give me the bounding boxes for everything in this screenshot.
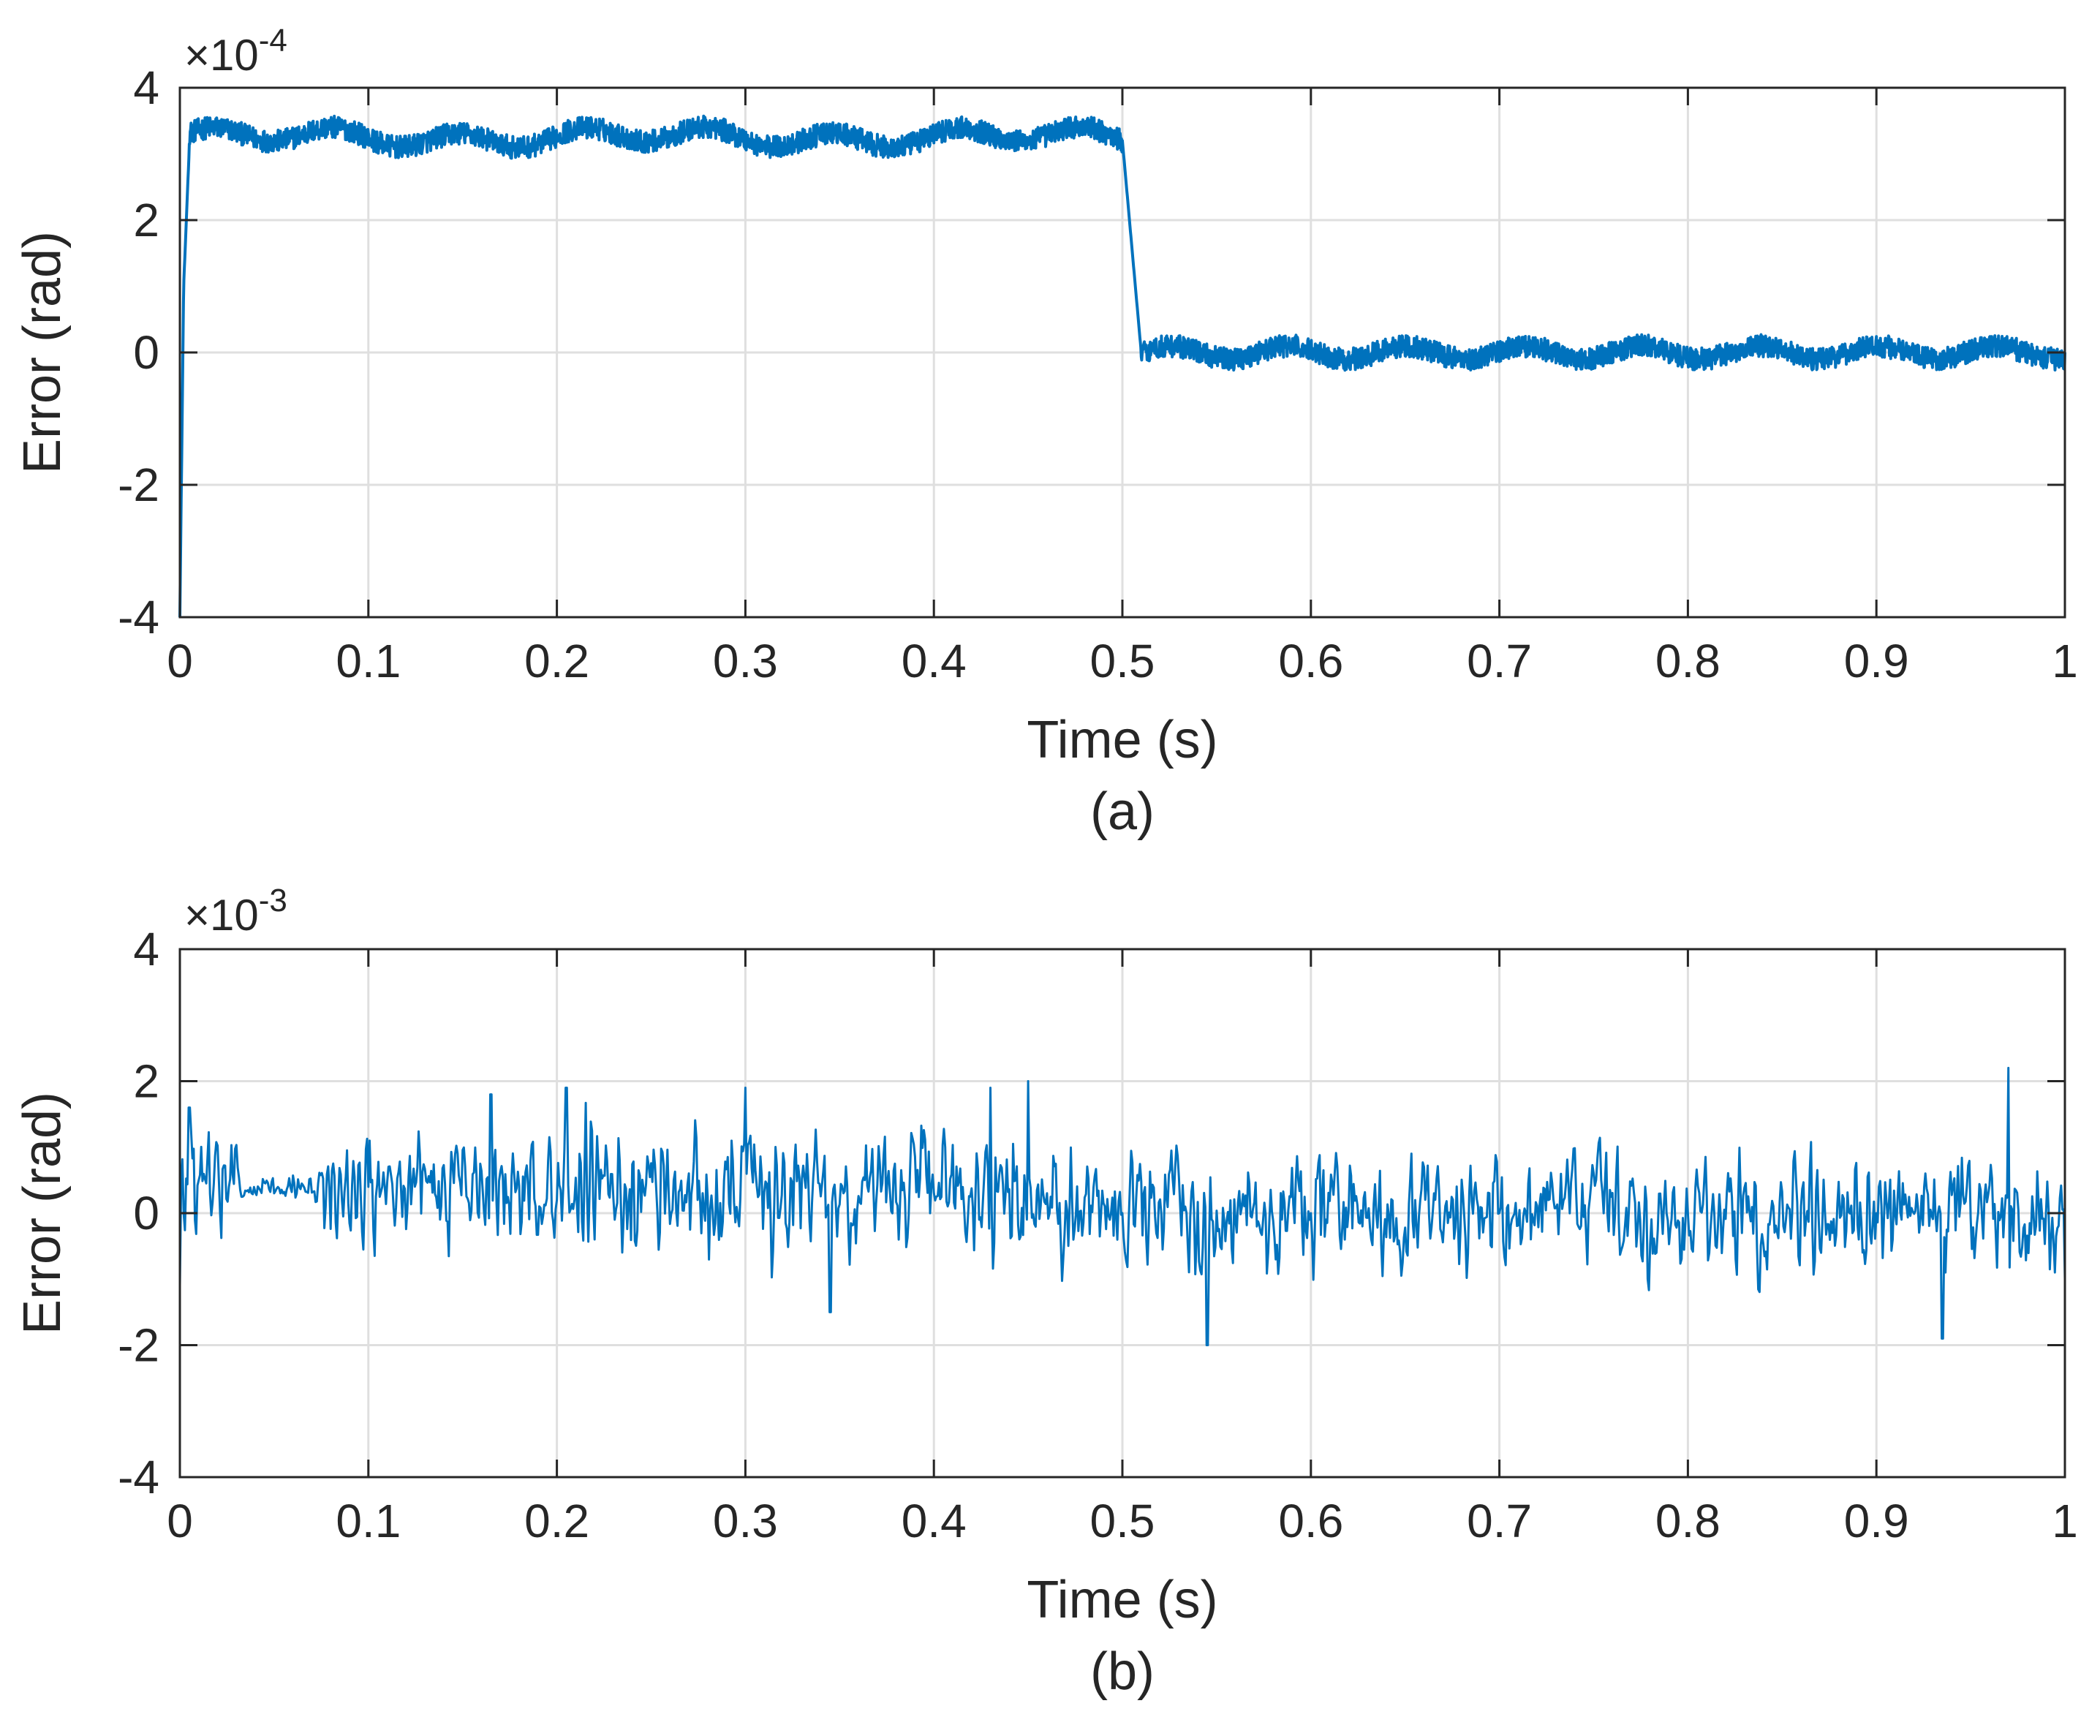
x-tick-label: 0 (167, 1495, 193, 1547)
y-exponent-label: ×10-4 (184, 23, 287, 80)
y-tick-label: 2 (133, 194, 159, 246)
x-tick-label: 0.4 (902, 1495, 967, 1547)
y-tick-label: -2 (118, 458, 159, 511)
panel-caption: (a) (1090, 782, 1155, 841)
y-exponent-label: ×10-3 (184, 883, 287, 940)
panel-caption: (b) (1090, 1642, 1155, 1701)
y-exponent-base: ×10 (184, 31, 259, 80)
x-tick-label: 1 (2052, 1495, 2078, 1547)
x-tick-label: 0.2 (524, 635, 589, 687)
x-tick-label: 0.4 (902, 635, 967, 687)
y-axis-title: Error (rad) (13, 1092, 72, 1335)
x-tick-label: 0.2 (524, 1495, 589, 1547)
x-tick-label: 0.8 (1655, 635, 1721, 687)
y-exponent-power: -3 (259, 883, 287, 918)
x-tick-label: 0.1 (336, 635, 401, 687)
x-tick-label: 0.3 (713, 1495, 778, 1547)
y-axis-title: Error (rad) (13, 231, 72, 474)
x-tick-label: 0.8 (1655, 1495, 1721, 1547)
x-tick-label: 0.9 (1844, 1495, 1909, 1547)
y-tick-label: -4 (118, 1451, 159, 1503)
series-line-error (178, 114, 2066, 618)
x-tick-label: 0.1 (336, 1495, 401, 1547)
x-tick-label: 0 (167, 635, 193, 687)
y-tick-label: -2 (118, 1319, 159, 1372)
x-tick-label: 0.6 (1278, 635, 1343, 687)
x-tick-label: 0.5 (1090, 1495, 1155, 1547)
y-tick-label: -4 (118, 591, 159, 644)
x-tick-label: 1 (2052, 635, 2078, 687)
y-tick-label: 0 (133, 1187, 159, 1239)
x-tick-label: 0.9 (1844, 635, 1909, 687)
x-tick-label: 0.3 (713, 635, 778, 687)
y-tick-label: 4 (133, 61, 159, 114)
y-exponent-power: -4 (259, 23, 287, 59)
x-axis-title: Time (s) (1027, 1571, 1217, 1629)
x-tick-label: 0.7 (1467, 635, 1532, 687)
y-exponent-base: ×10 (184, 891, 259, 940)
y-tick-label: 4 (133, 923, 159, 975)
x-axis-title: Time (s) (1027, 711, 1217, 769)
y-tick-label: 2 (133, 1055, 159, 1108)
panel-b: 0 0.1 0.2 0.3 0.4 0.5 0.6 0.7 0.8 0.9 1 4 2 0 -2 -4 ×10-… (13, 883, 2078, 1701)
panel-a: 0 0.1 0.2 0.3 0.4 0.5 0.6 0.7 0.8 0.9 1420-2-4×10-… (13, 23, 2078, 841)
x-tick-label: 0.7 (1467, 1495, 1532, 1547)
x-tick-label: 0.6 (1278, 1495, 1343, 1547)
y-tick-label: 0 (133, 326, 159, 379)
x-tick-label: 0.5 (1090, 635, 1155, 687)
series-line-error (178, 1066, 2066, 1346)
